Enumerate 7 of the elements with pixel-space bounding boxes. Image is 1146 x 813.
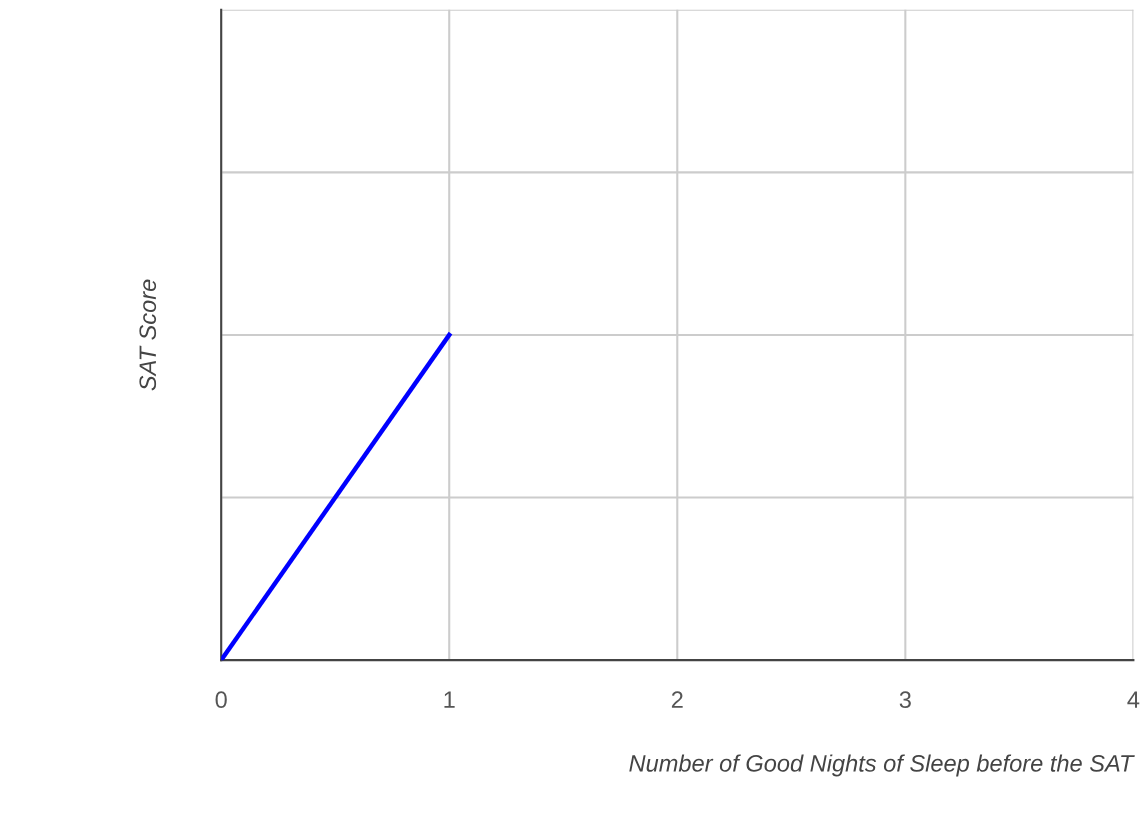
x-tick-label: 1 xyxy=(444,691,455,708)
x-tick-label: 2 xyxy=(671,691,683,708)
y-axis-title: SAT Score xyxy=(139,279,157,391)
x-tick-label: 3 xyxy=(899,691,911,709)
x-tick-label: 0 xyxy=(215,691,227,709)
x-axis-title: Number of Good Nights of Sleep before the SAT xyxy=(629,754,1135,777)
x-tick-label: 4 xyxy=(1127,691,1140,708)
